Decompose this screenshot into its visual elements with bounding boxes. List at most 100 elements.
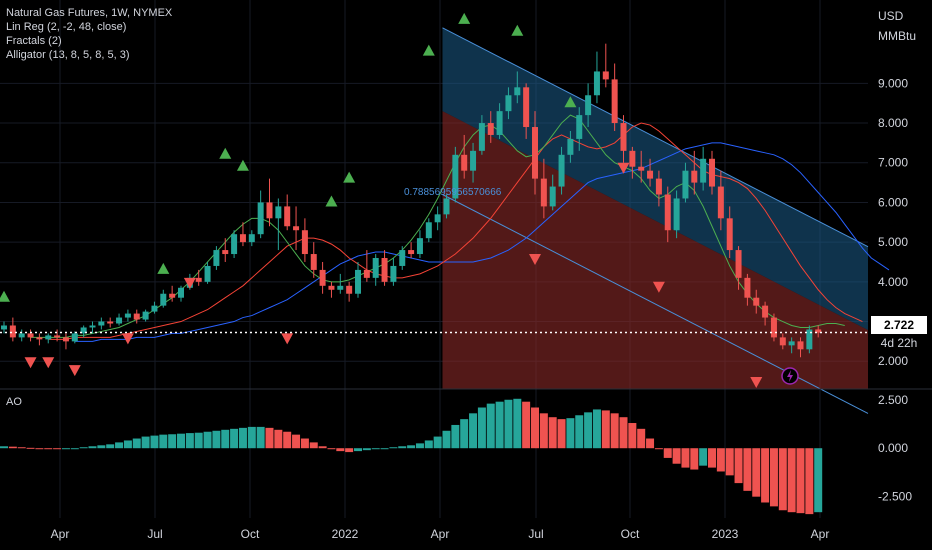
candle[interactable] [45, 333, 52, 344]
candle[interactable] [461, 134, 468, 179]
candle[interactable] [425, 218, 432, 243]
candle[interactable] [532, 111, 538, 195]
candle[interactable] [602, 43, 609, 88]
candle[interactable] [142, 309, 149, 322]
candle[interactable] [443, 194, 450, 219]
candle[interactable] [319, 261, 326, 294]
candles-layer[interactable] [1, 43, 822, 358]
candle[interactable] [629, 146, 636, 179]
candle[interactable] [753, 289, 760, 314]
candle[interactable] [54, 329, 61, 342]
candle[interactable] [691, 150, 698, 195]
candle[interactable] [80, 325, 87, 338]
candle[interactable] [682, 162, 689, 203]
indicator-fractals[interactable]: Fractals (2) [6, 35, 62, 47]
candle[interactable] [160, 289, 167, 308]
candle[interactable] [310, 242, 317, 278]
candle[interactable] [514, 71, 521, 104]
candle[interactable] [363, 250, 370, 282]
candle[interactable] [390, 258, 397, 286]
candle[interactable] [620, 115, 627, 163]
candle[interactable] [107, 317, 114, 328]
candle[interactable] [593, 51, 600, 104]
candle[interactable] [797, 337, 804, 358]
indicator-alligator[interactable]: Alligator (13, 8, 5, 8, 5, 3) [6, 49, 130, 61]
candle[interactable] [611, 63, 618, 131]
candle[interactable] [673, 190, 680, 239]
candle[interactable] [815, 325, 822, 338]
candle[interactable] [1, 321, 7, 334]
candle[interactable] [346, 281, 353, 302]
candle[interactable] [248, 230, 255, 247]
candle[interactable] [806, 325, 813, 354]
symbol-title[interactable]: Natural Gas Futures, 1W, NYMEX [6, 7, 173, 19]
candle[interactable] [540, 158, 547, 219]
candle[interactable] [71, 331, 78, 344]
candle[interactable] [355, 261, 361, 298]
candle[interactable] [470, 142, 477, 183]
candle[interactable] [735, 246, 742, 290]
candle[interactable] [328, 281, 335, 298]
candle[interactable] [770, 313, 777, 342]
alert-icon[interactable] [781, 367, 799, 385]
candle[interactable] [638, 150, 645, 183]
indicator-linreg[interactable]: Lin Reg (2, -2, 48, close) [6, 21, 127, 33]
candle[interactable] [762, 301, 769, 326]
candle[interactable] [372, 254, 379, 286]
candle[interactable] [116, 313, 123, 326]
candle[interactable] [301, 218, 308, 262]
candle[interactable] [231, 230, 238, 259]
candle[interactable] [452, 146, 459, 203]
candle[interactable] [266, 178, 273, 227]
candle[interactable] [496, 103, 503, 139]
candle[interactable] [98, 317, 105, 330]
candle[interactable] [487, 111, 494, 143]
candle[interactable] [284, 194, 291, 231]
candle[interactable] [89, 321, 96, 334]
candle[interactable] [408, 242, 415, 259]
candle[interactable] [779, 333, 786, 350]
candle[interactable] [178, 285, 184, 302]
candle[interactable] [213, 246, 220, 270]
candle[interactable] [549, 174, 556, 211]
candle[interactable] [478, 115, 485, 155]
candle[interactable] [18, 329, 25, 342]
candle[interactable] [257, 190, 264, 239]
candle[interactable] [788, 337, 795, 354]
candle[interactable] [124, 309, 131, 322]
candle[interactable] [36, 333, 43, 346]
candle[interactable] [222, 238, 229, 262]
candle[interactable] [151, 301, 158, 314]
candle[interactable] [195, 269, 202, 286]
candle[interactable] [647, 158, 654, 187]
candle[interactable] [505, 87, 512, 120]
candle[interactable] [709, 150, 715, 195]
candle[interactable] [434, 206, 441, 231]
candle[interactable] [744, 273, 751, 306]
time-axis[interactable]: Apr Jul Oct 2022 Apr Jul Oct 2023 Apr [51, 527, 830, 541]
candle[interactable] [558, 146, 565, 195]
candle[interactable] [133, 309, 140, 324]
candle[interactable] [399, 246, 406, 270]
candle[interactable] [576, 107, 583, 151]
candle[interactable] [27, 329, 34, 342]
candle[interactable] [293, 206, 300, 251]
candle[interactable] [567, 130, 574, 163]
indicator-ao[interactable]: AO [6, 396, 22, 408]
candle[interactable] [655, 170, 662, 207]
candle[interactable] [381, 250, 388, 286]
candle[interactable] [62, 333, 69, 350]
candle[interactable] [9, 317, 16, 342]
candle[interactable] [717, 170, 724, 231]
candle[interactable] [416, 230, 423, 259]
candle[interactable] [169, 285, 176, 302]
candle[interactable] [585, 83, 592, 128]
candle[interactable] [726, 206, 733, 259]
candle[interactable] [239, 222, 246, 247]
candle[interactable] [337, 273, 344, 294]
candle[interactable] [204, 261, 211, 284]
candle[interactable] [664, 186, 671, 243]
candle[interactable] [523, 83, 530, 139]
candle[interactable] [700, 146, 707, 191]
candle[interactable] [275, 198, 282, 251]
